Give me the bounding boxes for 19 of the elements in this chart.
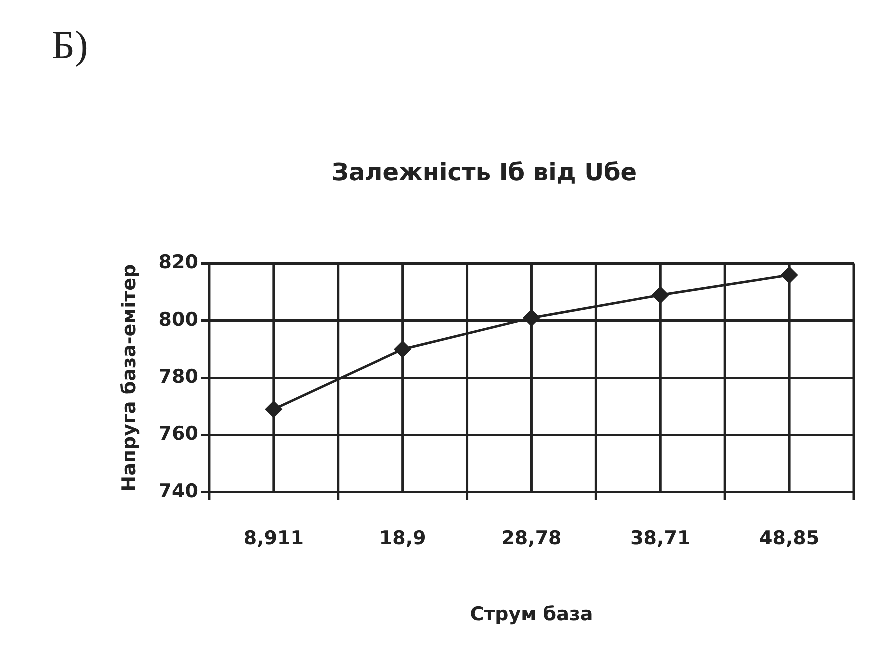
x-tick-label: 38,71 [630, 528, 691, 550]
x-tick-label: 48,85 [759, 528, 820, 550]
x-tick-label: 8,911 [244, 528, 304, 550]
x-tick-label: 18,9 [379, 528, 426, 550]
chart-title: Залежність Іб від Uбе [332, 158, 638, 187]
point [266, 401, 282, 418]
point [652, 286, 669, 304]
y-tick-label: 800 [158, 308, 198, 331]
point [781, 266, 798, 284]
point [394, 341, 412, 358]
text: Б) [52, 22, 88, 68]
point [523, 310, 540, 326]
y-tick-label: 820 [158, 252, 198, 274]
y-tick-label: 760 [158, 423, 198, 446]
x-axis-title: Струм база [470, 604, 594, 626]
y-tick-label: 740 [158, 480, 198, 502]
y-axis-title: Напруга база-емітер [118, 264, 140, 492]
y-tick-label: 780 [158, 366, 198, 388]
x-tick-label: 28,78 [502, 528, 562, 550]
